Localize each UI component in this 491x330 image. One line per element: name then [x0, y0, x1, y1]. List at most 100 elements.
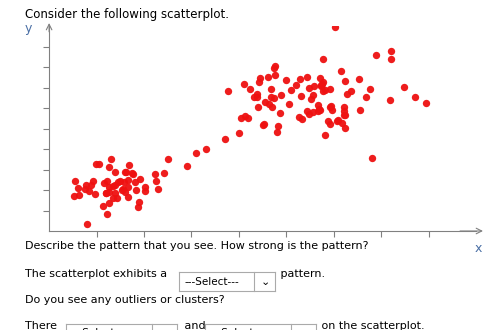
Point [119, 186, 127, 192]
Point [273, 130, 281, 135]
Point [111, 169, 119, 175]
Point [107, 156, 115, 162]
Point [319, 56, 327, 61]
Point [259, 122, 267, 127]
Point [99, 204, 107, 209]
Point [340, 109, 348, 114]
Point [327, 122, 334, 127]
Point [70, 193, 78, 199]
Point [268, 86, 275, 91]
Point [129, 172, 137, 177]
Point [317, 84, 325, 89]
Point [105, 201, 113, 206]
Point [154, 186, 162, 191]
Point [282, 78, 290, 83]
Point [314, 109, 322, 114]
Point [327, 86, 334, 91]
Point [256, 76, 264, 81]
Text: and: and [181, 321, 209, 330]
Text: There: There [25, 321, 60, 330]
Point [135, 199, 142, 205]
Point [274, 123, 282, 129]
Point [121, 189, 129, 194]
Point [334, 117, 342, 123]
Point [102, 190, 110, 196]
Point [103, 178, 111, 183]
Point [136, 176, 144, 181]
Text: ⌄: ⌄ [161, 328, 170, 330]
Point [87, 182, 95, 187]
Point [400, 85, 408, 90]
Point [250, 94, 258, 100]
Point [293, 83, 300, 88]
Point [192, 150, 200, 156]
Point [285, 101, 293, 107]
Point [343, 92, 351, 97]
Point [105, 184, 113, 190]
Point [264, 75, 272, 80]
Point [386, 97, 394, 103]
Point [113, 180, 121, 185]
Text: y: y [25, 22, 32, 35]
Text: ---Select---: ---Select--- [72, 328, 127, 330]
Point [109, 195, 117, 200]
Point [95, 161, 103, 166]
Point [296, 76, 303, 82]
Point [83, 221, 91, 226]
Point [255, 80, 263, 85]
Point [246, 86, 254, 91]
Text: The scatterplot exhibits a: The scatterplot exhibits a [25, 269, 170, 279]
Point [268, 104, 276, 110]
Point [341, 79, 349, 84]
Point [89, 178, 97, 183]
Point [102, 191, 110, 196]
Point [341, 125, 349, 130]
Point [235, 130, 243, 135]
Point [124, 178, 132, 183]
Point [124, 184, 132, 189]
Text: Consider the following scatterplot.: Consider the following scatterplot. [25, 8, 228, 21]
Point [340, 104, 348, 110]
Point [366, 86, 374, 91]
Point [221, 136, 229, 142]
Point [338, 121, 346, 126]
Point [254, 104, 262, 109]
Point [106, 164, 113, 169]
Point [92, 161, 100, 167]
Point [324, 118, 332, 124]
Point [76, 193, 83, 198]
Point [71, 178, 79, 183]
Point [319, 80, 327, 85]
Text: ⌄: ⌄ [261, 277, 270, 287]
Point [245, 116, 252, 121]
Point [355, 76, 363, 81]
Point [305, 85, 313, 90]
Text: x: x [475, 242, 482, 255]
Point [314, 103, 322, 108]
Point [319, 89, 327, 94]
Point [276, 110, 284, 115]
Point [422, 100, 430, 105]
Point [120, 179, 128, 184]
Point [295, 114, 303, 119]
Text: pattern.: pattern. [277, 269, 326, 279]
Point [373, 53, 381, 58]
Point [387, 56, 395, 62]
Point [342, 113, 350, 118]
Point [122, 169, 130, 174]
Point [141, 184, 149, 190]
Point [161, 170, 168, 176]
Point [134, 204, 142, 210]
Point [307, 96, 315, 102]
Point [267, 94, 275, 99]
Point [125, 195, 133, 200]
Text: Describe the pattern that you see. How strong is the pattern?: Describe the pattern that you see. How s… [25, 241, 368, 251]
Point [113, 195, 121, 201]
Point [242, 114, 249, 119]
Point [318, 81, 326, 86]
Point [104, 212, 111, 217]
Point [272, 72, 279, 77]
Point [327, 104, 335, 109]
Point [164, 157, 172, 162]
Point [125, 162, 133, 167]
